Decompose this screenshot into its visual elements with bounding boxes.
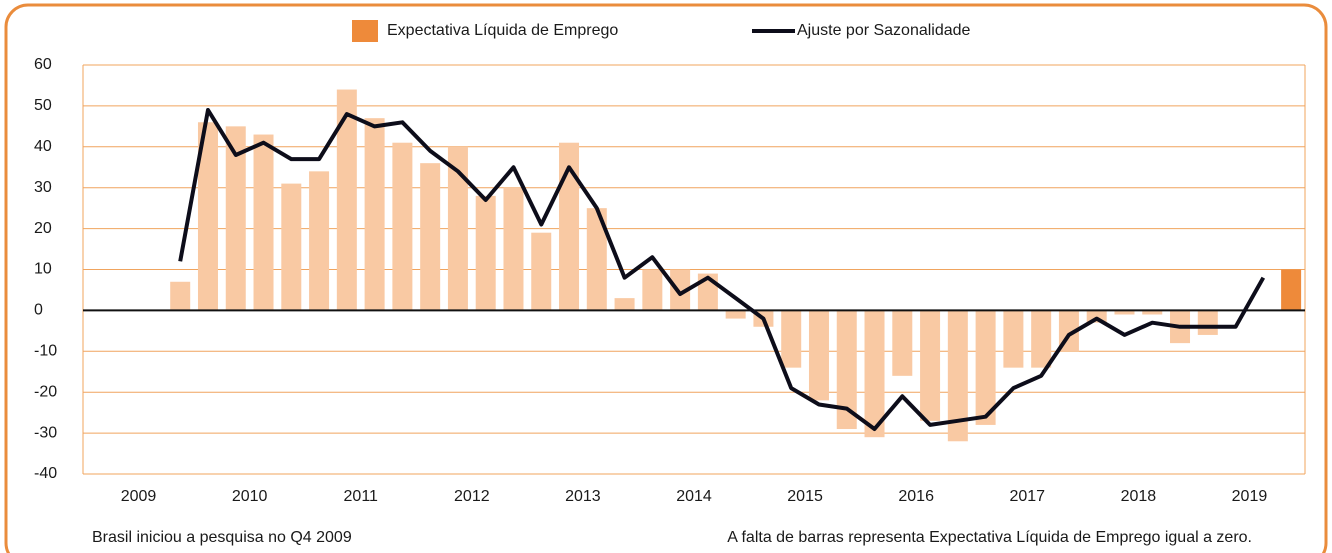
- bar: [447, 146, 468, 311]
- y-tick-label: 20: [34, 220, 52, 237]
- bar: [920, 310, 941, 421]
- bar: [225, 126, 246, 311]
- x-tick-label: 2010: [232, 488, 268, 505]
- x-tick-label: 2014: [676, 488, 712, 505]
- bar: [1003, 310, 1024, 368]
- note: A falta de barras representa Expectativa…: [727, 529, 1252, 546]
- bar: [1031, 310, 1052, 368]
- x-tick-label: 2017: [1009, 488, 1045, 505]
- bar: [503, 187, 524, 311]
- y-tick-label: 30: [34, 179, 52, 196]
- bar: [947, 310, 968, 442]
- y-tick-label: 50: [34, 97, 52, 114]
- bar: [725, 310, 746, 319]
- y-tick-label: 60: [34, 56, 52, 73]
- bar: [281, 183, 302, 311]
- x-tick-label: 2012: [454, 488, 490, 505]
- bar: [1281, 269, 1302, 311]
- x-tick-label: 2013: [565, 488, 601, 505]
- bar: [670, 269, 691, 311]
- bar: [364, 118, 385, 311]
- bar: [614, 298, 635, 311]
- bar: [892, 310, 913, 376]
- x-tick-label: 2019: [1232, 488, 1268, 505]
- x-tick-label: 2015: [787, 488, 823, 505]
- x-tick-label: 2016: [898, 488, 934, 505]
- legend-swatch: [352, 20, 378, 42]
- bar: [836, 310, 857, 430]
- x-tick-label: 2018: [1121, 488, 1157, 505]
- bar: [808, 310, 829, 401]
- bar: [781, 310, 802, 368]
- bar: [531, 232, 552, 311]
- y-tick-label: -10: [34, 343, 57, 360]
- bar: [309, 171, 330, 311]
- bar: [420, 163, 441, 311]
- bar: [1142, 310, 1163, 315]
- bar: [197, 122, 218, 311]
- bar: [1197, 310, 1218, 335]
- bar: [586, 208, 607, 311]
- bar: [864, 310, 885, 438]
- line: [178, 108, 1266, 431]
- y-tick-label: 10: [34, 261, 52, 278]
- legend-label: Ajuste por Sazonalidade: [797, 22, 971, 39]
- bar: [642, 269, 663, 311]
- bar: [559, 142, 580, 311]
- bar: [253, 134, 274, 311]
- bar: [475, 195, 496, 311]
- frame: [4, 3, 1328, 553]
- x-tick-label: 2009: [121, 488, 157, 505]
- bar: [336, 89, 357, 311]
- bar: [975, 310, 996, 425]
- bar: [392, 142, 413, 311]
- y-tick-label: 0: [34, 302, 43, 319]
- legend-label: Expectativa Líquida de Emprego: [387, 22, 618, 39]
- y-tick-label: -20: [34, 383, 57, 400]
- x-tick-label: 2011: [344, 488, 379, 505]
- note: Brasil iniciou a pesquisa no Q4 2009: [92, 529, 352, 546]
- y-tick-label: -40: [34, 465, 57, 482]
- y-tick-label: 40: [34, 138, 52, 155]
- bar: [1114, 310, 1135, 315]
- bar: [170, 281, 191, 311]
- y-tick-label: -30: [34, 424, 57, 441]
